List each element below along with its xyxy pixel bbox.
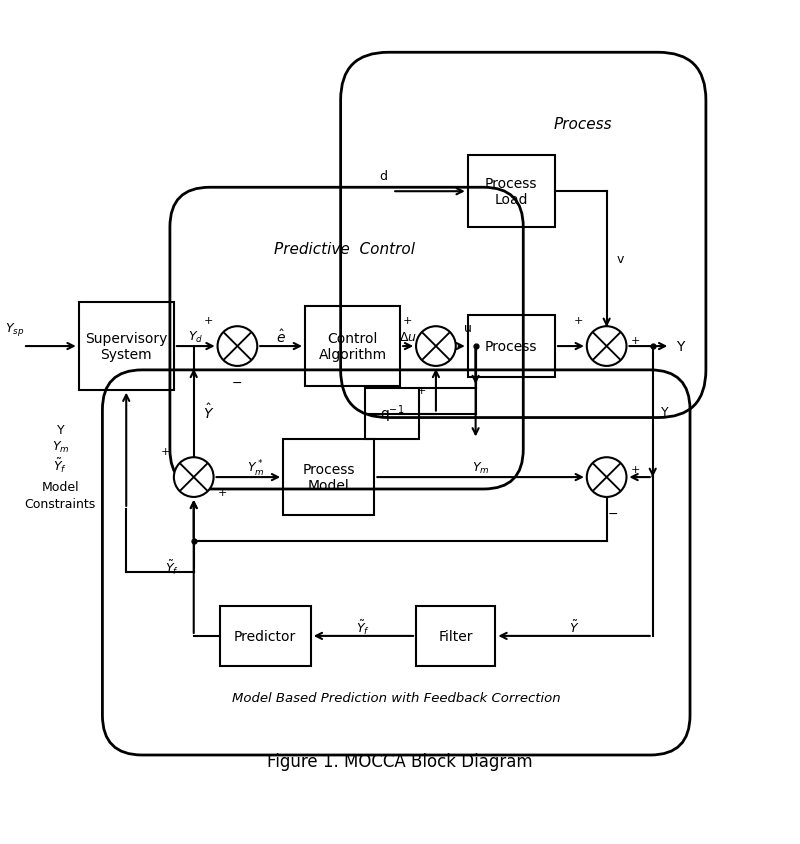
Text: +: + bbox=[204, 316, 214, 326]
Text: $\tilde{Y}_f$: $\tilde{Y}_f$ bbox=[54, 457, 67, 475]
Bar bbox=[416, 606, 495, 666]
Text: Process: Process bbox=[485, 339, 538, 354]
Text: +: + bbox=[630, 464, 640, 474]
Text: $Y_m$: $Y_m$ bbox=[472, 461, 490, 475]
Bar bbox=[219, 606, 311, 666]
Text: −: − bbox=[607, 507, 618, 520]
Text: Predictor: Predictor bbox=[234, 629, 296, 643]
Text: $\hat{Y}$: $\hat{Y}$ bbox=[203, 403, 214, 422]
Text: Constraints: Constraints bbox=[25, 497, 96, 510]
Circle shape bbox=[218, 327, 258, 366]
Text: u: u bbox=[464, 322, 472, 335]
Bar bbox=[468, 316, 555, 377]
Text: Process
Model: Process Model bbox=[302, 463, 355, 493]
Bar bbox=[468, 156, 555, 228]
Text: $\hat{e}$: $\hat{e}$ bbox=[276, 328, 286, 346]
Circle shape bbox=[174, 457, 214, 497]
Text: $Y_{sp}$: $Y_{sp}$ bbox=[6, 320, 25, 337]
Bar bbox=[78, 303, 174, 390]
Circle shape bbox=[586, 457, 626, 497]
Text: $Y_d$: $Y_d$ bbox=[188, 330, 203, 344]
Text: +: + bbox=[218, 487, 227, 497]
Text: $\Delta u$: $\Delta u$ bbox=[399, 331, 417, 344]
Bar bbox=[366, 388, 419, 440]
Text: Figure 1. MOCCA Block Diagram: Figure 1. MOCCA Block Diagram bbox=[267, 753, 533, 771]
Text: Model: Model bbox=[42, 480, 79, 494]
Text: d: d bbox=[379, 170, 387, 182]
Text: Supervisory
System: Supervisory System bbox=[85, 332, 167, 362]
Text: +: + bbox=[574, 316, 583, 326]
Text: +: + bbox=[417, 385, 426, 395]
Text: q$^{-1}$: q$^{-1}$ bbox=[380, 403, 405, 425]
Text: v: v bbox=[616, 253, 623, 266]
Text: $\tilde{Y}_f$: $\tilde{Y}_f$ bbox=[166, 558, 179, 576]
Text: $\tilde{Y}_f$: $\tilde{Y}_f$ bbox=[357, 617, 370, 636]
Text: $Y_m$: $Y_m$ bbox=[51, 440, 69, 455]
Text: +: + bbox=[161, 446, 170, 457]
Text: Y: Y bbox=[57, 424, 64, 436]
Text: Y: Y bbox=[677, 339, 685, 354]
Text: Filter: Filter bbox=[438, 629, 473, 643]
Text: −: − bbox=[232, 376, 242, 389]
Circle shape bbox=[416, 327, 456, 366]
Text: +: + bbox=[630, 335, 640, 345]
Text: $Y_m^*$: $Y_m^*$ bbox=[247, 458, 265, 478]
Text: Control
Algorithm: Control Algorithm bbox=[318, 332, 386, 362]
Bar bbox=[305, 307, 400, 387]
Text: Y: Y bbox=[661, 406, 668, 419]
Circle shape bbox=[586, 327, 626, 366]
Text: Process
Load: Process Load bbox=[485, 177, 538, 207]
Text: Process: Process bbox=[554, 117, 612, 132]
Text: +: + bbox=[402, 316, 412, 326]
Bar bbox=[283, 440, 374, 515]
Text: Predictive  Control: Predictive Control bbox=[274, 241, 415, 257]
Text: Model Based Prediction with Feedback Correction: Model Based Prediction with Feedback Cor… bbox=[232, 691, 561, 705]
Text: $\tilde{Y}$: $\tilde{Y}$ bbox=[569, 619, 579, 635]
